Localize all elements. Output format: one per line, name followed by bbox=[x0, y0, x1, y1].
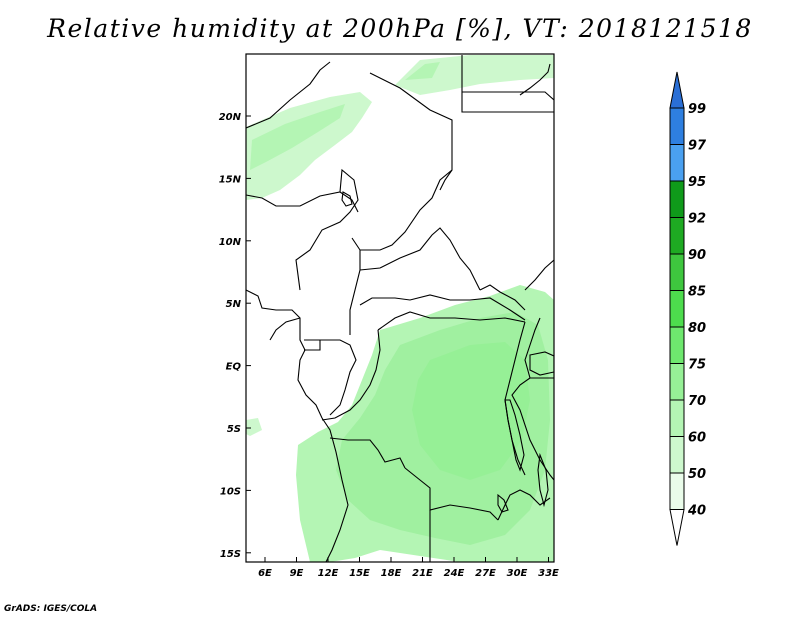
colorbar-segment bbox=[669, 399, 685, 437]
colorbar-label: 60 bbox=[688, 431, 706, 446]
lat-tick-label: 10S bbox=[220, 486, 241, 497]
lat-tick-label: EQ bbox=[226, 362, 242, 373]
bight-coast bbox=[269, 317, 301, 341]
border-uganda-kenya bbox=[524, 317, 554, 379]
colorbar-segment bbox=[669, 107, 685, 145]
lat-tick-label: 5S bbox=[227, 424, 241, 435]
humidity-area-central-core bbox=[412, 342, 530, 480]
colorbar-label: 92 bbox=[688, 212, 706, 227]
colorbar-segment bbox=[669, 180, 685, 218]
lon-tick-label: 12E bbox=[318, 568, 339, 579]
border-car-sudan bbox=[479, 284, 526, 311]
lake-tanganyika bbox=[504, 399, 525, 472]
colorbar-segment bbox=[669, 253, 685, 291]
colorbar-segment bbox=[669, 326, 685, 364]
lat-tick-label: 10N bbox=[219, 237, 242, 248]
border-angola-north bbox=[329, 437, 406, 469]
coast-northeast bbox=[519, 63, 551, 96]
humidity-area-northwest-inner bbox=[250, 104, 345, 170]
colorbar-segment bbox=[669, 290, 685, 328]
colorbar-segment bbox=[669, 363, 685, 401]
grads-credit: GrADS: IGES/COLA bbox=[4, 604, 98, 614]
border-car-congo bbox=[359, 294, 526, 321]
colorbar-label: 85 bbox=[688, 285, 706, 300]
lon-tick-label: 18E bbox=[381, 568, 402, 579]
border-zambia bbox=[497, 489, 551, 521]
lat-tick-label: 20N bbox=[219, 112, 242, 123]
colorbar-label: 90 bbox=[688, 248, 706, 263]
colorbar-label: 50 bbox=[688, 467, 706, 482]
border-tanzania bbox=[511, 377, 554, 481]
humidity-area-north-inner bbox=[405, 62, 440, 80]
lon-tick-label: 33E bbox=[538, 568, 559, 579]
border-angola-drc bbox=[404, 467, 499, 521]
lon-tick-label: 24E bbox=[444, 568, 465, 579]
colorbar-label: 70 bbox=[688, 394, 706, 409]
border-nigeria-cameroon bbox=[349, 237, 361, 335]
coastline bbox=[246, 191, 359, 213]
lon-tick-label: 21E bbox=[412, 568, 433, 579]
border-sudan-chad bbox=[439, 169, 453, 191]
lon-tick-label: 6E bbox=[258, 568, 272, 579]
colorbar-label: 80 bbox=[688, 321, 706, 336]
colorbar-segment bbox=[669, 436, 685, 474]
border-chad-car bbox=[359, 227, 481, 291]
colorbar-segment bbox=[669, 144, 685, 182]
colorbar-segment bbox=[669, 217, 685, 255]
colorbar-label: 75 bbox=[688, 358, 706, 373]
colorbar-label: 40 bbox=[687, 504, 706, 519]
latitude-axis: 20N 15N 10N 5N EQ 5S 10S 15S bbox=[219, 112, 251, 560]
lon-tick-label: 30E bbox=[507, 568, 528, 579]
colorbar-segment bbox=[669, 472, 685, 510]
border-congo-gabon bbox=[304, 339, 357, 416]
chart-title: Relative humidity at 200hPa [%], VT: 201… bbox=[47, 14, 753, 43]
humidity-shading bbox=[246, 55, 554, 562]
plot-frame bbox=[245, 53, 555, 563]
humidity-area-northwest bbox=[246, 92, 372, 200]
lat-tick-label: 15N bbox=[219, 174, 242, 185]
lake-mweru bbox=[497, 493, 509, 513]
border-niger-chad bbox=[360, 72, 453, 251]
border-sudan bbox=[524, 259, 554, 291]
border-libya bbox=[461, 55, 554, 113]
lon-tick-label: 27E bbox=[475, 568, 496, 579]
colorbar-label: 99 bbox=[688, 102, 706, 117]
longitude-axis: 6E 9E 12E 15E 18E 21E 24E 27E 30E 33E bbox=[258, 557, 559, 579]
border-drc-west bbox=[321, 329, 381, 421]
colorbar-arrow-top bbox=[669, 71, 685, 109]
lon-tick-label: 15E bbox=[349, 568, 370, 579]
border-libya-sudan bbox=[462, 91, 554, 101]
colorbar-arrow-bottom bbox=[669, 509, 685, 546]
coastline-gulf bbox=[246, 289, 349, 562]
lat-tick-label: 5N bbox=[226, 299, 242, 310]
lon-tick-label: 9E bbox=[290, 568, 304, 579]
border-mali-niger bbox=[246, 61, 331, 129]
lat-tick-label: 15S bbox=[220, 549, 241, 560]
border-nigeria bbox=[295, 168, 359, 291]
humidity-area-west bbox=[246, 418, 262, 436]
lake-chad bbox=[341, 191, 353, 207]
lake-victoria bbox=[529, 351, 554, 376]
border-drc-north bbox=[377, 311, 526, 331]
lake-malawi bbox=[537, 452, 549, 508]
country-boundaries bbox=[246, 55, 554, 562]
colorbar-label: 95 bbox=[688, 175, 706, 190]
equatorial-guinea bbox=[304, 339, 321, 351]
colorbar-label: 97 bbox=[688, 139, 707, 154]
colorbar: 99 97 95 92 90 85 80 75 70 60 50 40 bbox=[669, 71, 707, 546]
